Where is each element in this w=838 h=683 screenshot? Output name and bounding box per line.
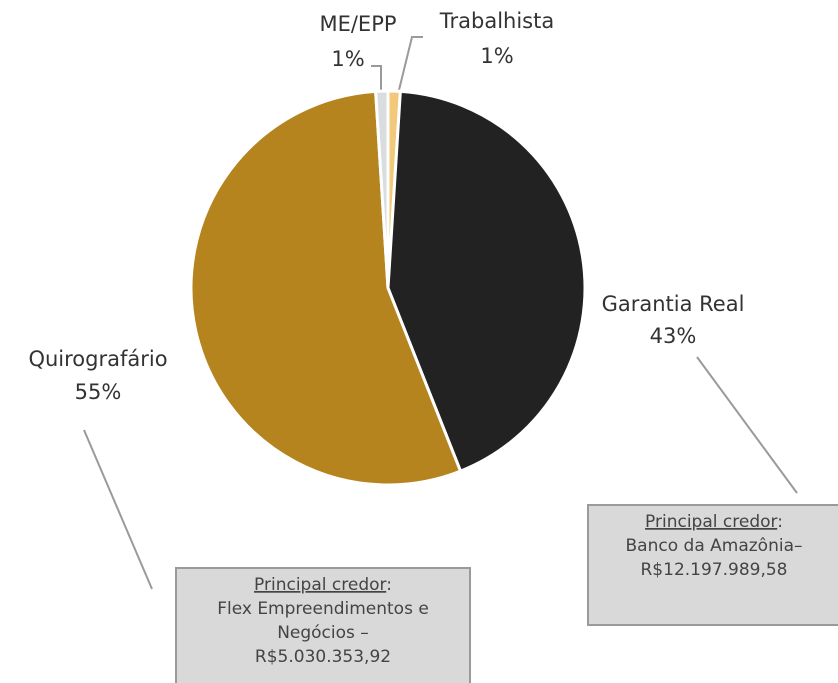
slice-value-label: 43% xyxy=(650,324,697,348)
slice-label: ME/EPP xyxy=(319,12,396,36)
slice-label: Quirografário xyxy=(28,347,167,371)
pie-slice xyxy=(189,89,463,487)
slice-value-label: 1% xyxy=(331,47,364,71)
callout-line: R$12.197.989,58 xyxy=(641,560,788,580)
pie-slice xyxy=(374,89,390,289)
callout-label: Principal credor xyxy=(645,512,777,532)
callout-suffix: : xyxy=(386,575,392,595)
callout-line: R$5.030.353,92 xyxy=(255,647,391,667)
leader-line xyxy=(83,429,153,590)
callout-heading: Principal credor: xyxy=(645,512,783,532)
leader-line xyxy=(696,356,798,494)
slice-value-label: 55% xyxy=(75,380,122,404)
slice-label: Garantia Real xyxy=(602,292,745,316)
slice-value-label: 1% xyxy=(480,44,513,68)
slice-label: Trabalhista xyxy=(439,9,554,33)
leader-line xyxy=(371,65,382,93)
callout-heading: Principal credor: xyxy=(254,575,392,595)
callout-line: Banco da Amazônia– xyxy=(626,536,803,556)
callout-label: Principal credor xyxy=(254,575,386,595)
callout-box xyxy=(175,567,471,683)
pie-slice xyxy=(386,89,587,474)
callout-line: Flex Empreendimentos e xyxy=(217,599,429,619)
callout-box xyxy=(587,504,838,626)
leader-line xyxy=(398,36,423,91)
callout-line: Negócios – xyxy=(277,623,369,643)
callout-suffix: : xyxy=(777,512,783,532)
